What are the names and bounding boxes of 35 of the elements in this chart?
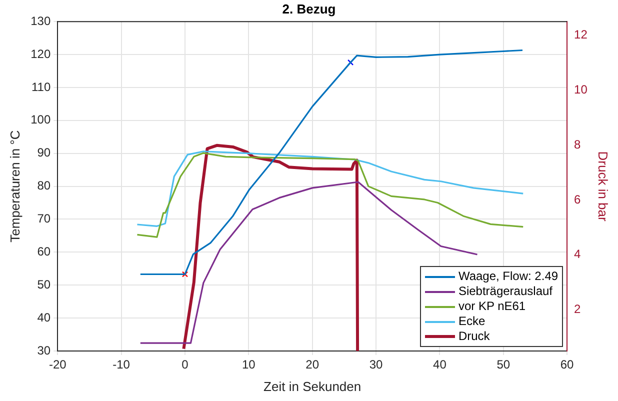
y2-tick-label: 10 xyxy=(574,82,588,97)
y-tick-label: 50 xyxy=(37,277,51,292)
y-tick-label: 80 xyxy=(37,178,51,193)
x-tick-label: 60 xyxy=(560,358,574,372)
x-tick-label: 20 xyxy=(306,358,320,372)
x-axis-title: Zeit in Sekunden xyxy=(264,378,362,394)
y-tick-label: 110 xyxy=(31,80,51,94)
legend-label: Siebträgerauslauf xyxy=(458,284,552,299)
y-tick-label: 60 xyxy=(37,244,51,258)
x-tick-label: 50 xyxy=(496,358,510,372)
legend-label: Waage, Flow: 2.49 xyxy=(458,269,558,284)
y2-tick-label: 4 xyxy=(574,247,582,262)
y2-tick-label: 2 xyxy=(574,302,582,316)
x-tick-label: -10 xyxy=(112,358,130,372)
y-tick-label: 100 xyxy=(30,112,51,127)
legend-label: vor KP nE61 xyxy=(458,299,526,314)
y-axis-title: Temperaturen in °C xyxy=(7,130,22,242)
y-tick-label: 40 xyxy=(37,310,51,324)
y-tick-label: 70 xyxy=(37,212,51,226)
y2-tick-label: 8 xyxy=(574,137,582,152)
x-tick-label: 0 xyxy=(182,358,189,372)
x-tick-label: 40 xyxy=(433,358,447,372)
y-tick-label: 30 xyxy=(37,343,51,358)
y2-tick-label: 6 xyxy=(574,192,582,206)
x-tick-label: -20 xyxy=(48,358,67,372)
y2-tick-label: 12 xyxy=(574,28,588,42)
x-tick-label: 10 xyxy=(242,358,256,372)
y-tick-label: 90 xyxy=(37,146,51,160)
y2-axis-title: Druck in bar xyxy=(596,151,611,222)
y-tick-label: 120 xyxy=(30,46,51,61)
legend-label: Ecke xyxy=(458,314,486,329)
x-tick-label: 30 xyxy=(369,358,384,372)
legend-label: Druck xyxy=(458,329,490,344)
chart-title: 2. Bezug xyxy=(282,1,336,16)
y-tick-label: 130 xyxy=(30,14,51,28)
